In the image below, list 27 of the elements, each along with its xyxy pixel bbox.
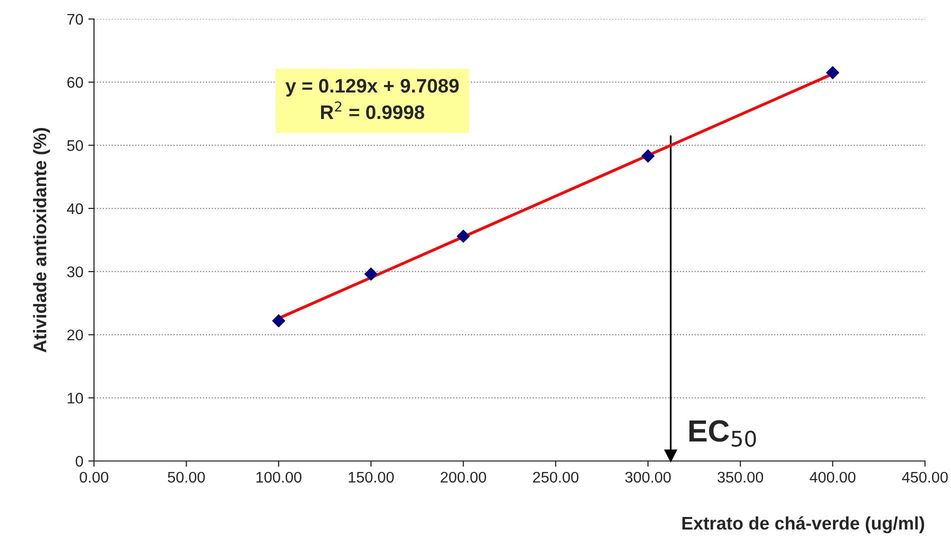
- x-axis-title: Extrato de chá-verde (ug/ml): [682, 516, 924, 534]
- x-tick-label: 150.00: [348, 472, 394, 483]
- x-tick-label: 300.00: [625, 472, 671, 483]
- x-tick-label: 400.00: [810, 472, 856, 483]
- x-tick-label: 100.00: [256, 472, 302, 483]
- y-tick-label: 0: [76, 456, 83, 467]
- point: [826, 66, 840, 80]
- y-tick-label: 70: [67, 14, 83, 25]
- y-axis-title: Atividade antioxidante (%): [33, 128, 50, 352]
- point: [641, 149, 655, 163]
- x-tick-label: 0.00: [80, 472, 108, 483]
- y-tick-label: 20: [67, 330, 83, 340]
- ref-line-label: EC$_{50}$: [689, 420, 756, 447]
- point: [272, 314, 286, 328]
- y-tick-label: 40: [66, 203, 83, 214]
- y-tick-label: 50: [67, 140, 83, 151]
- point: [456, 230, 470, 243]
- point: [364, 268, 378, 281]
- annotation: y = 0.129x + 9.7089 R$^{2}$ = 0.9998: [286, 78, 459, 120]
- x-tick-label: 200.00: [440, 472, 486, 483]
- x-tick-label: 350.00: [718, 472, 764, 483]
- y-tick-label: 10: [68, 392, 83, 404]
- x-tick-label: 450.00: [902, 472, 948, 483]
- y-tick-label: 30: [67, 266, 83, 278]
- x-tick-label: 50.00: [168, 472, 205, 483]
- x-tick-label: 250.00: [533, 472, 578, 483]
- y-tick-label: 60: [67, 77, 83, 88]
